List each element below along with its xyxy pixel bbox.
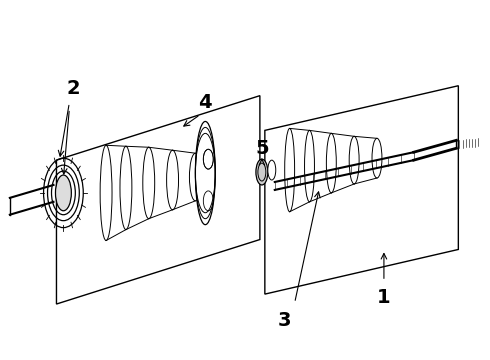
Text: 3: 3 <box>278 311 292 330</box>
Text: 2: 2 <box>67 79 80 98</box>
Text: 5: 5 <box>255 139 269 158</box>
Ellipse shape <box>167 150 178 210</box>
Text: 1: 1 <box>377 288 391 307</box>
Ellipse shape <box>190 153 201 201</box>
Ellipse shape <box>268 160 276 180</box>
Ellipse shape <box>326 133 336 193</box>
Ellipse shape <box>143 147 155 219</box>
Ellipse shape <box>372 138 382 178</box>
Text: 4: 4 <box>198 93 212 112</box>
Ellipse shape <box>55 175 72 211</box>
Ellipse shape <box>349 136 359 184</box>
Ellipse shape <box>196 121 215 225</box>
Ellipse shape <box>120 146 132 230</box>
Ellipse shape <box>100 145 112 240</box>
Ellipse shape <box>285 129 294 212</box>
Ellipse shape <box>256 159 268 185</box>
Ellipse shape <box>305 130 315 202</box>
